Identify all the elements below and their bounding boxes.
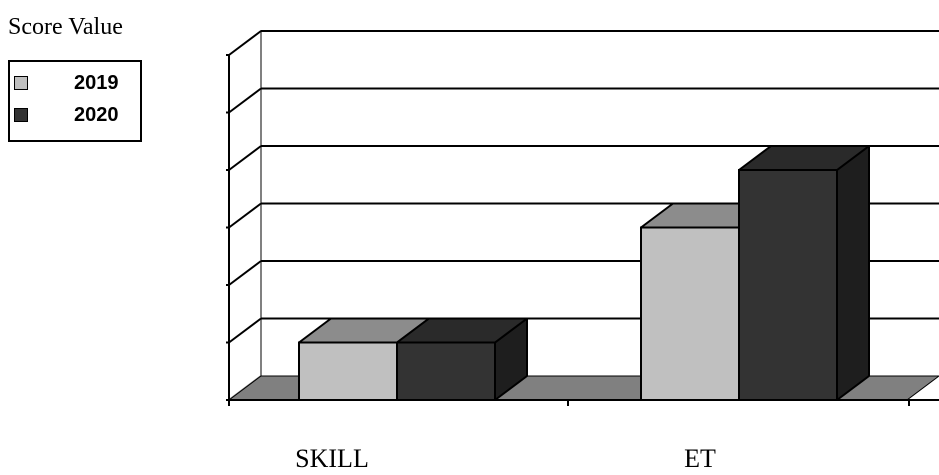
category-label-skill: SKILL: [295, 444, 369, 473]
bar-et-2020: [738, 169, 838, 401]
bar-et-2019: [640, 226, 740, 401]
gridline-diagonal: [228, 317, 262, 344]
legend-swatch-2020: [14, 108, 28, 122]
gridline-diagonal: [228, 260, 262, 286]
legend-item-2019: 2019: [14, 72, 119, 94]
gridline-diagonal: [228, 145, 262, 171]
legend: 2019 2020: [8, 60, 142, 142]
y-axis-label: Score Value: [8, 14, 123, 40]
bar-et-2020-side: [836, 145, 870, 401]
gridline-diagonal: [228, 30, 262, 56]
legend-item-2020: 2020: [14, 104, 119, 126]
gridline-diagonal: [228, 202, 262, 229]
category-label-et: ET: [684, 444, 716, 473]
bar-skill-2020: [396, 341, 496, 401]
legend-label-2019: 2019: [74, 71, 119, 94]
bar-skill-2019: [298, 341, 398, 401]
legend-swatch-2019: [14, 76, 28, 90]
gridline-diagonal: [228, 87, 262, 114]
legend-label-2020: 2020: [74, 103, 119, 126]
